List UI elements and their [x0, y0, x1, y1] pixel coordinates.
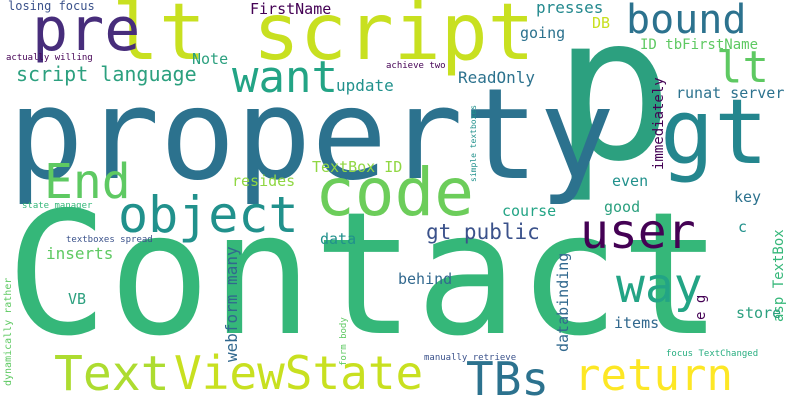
- word-losing-focus: losing focus: [8, 0, 95, 13]
- word-form-body: form body: [339, 317, 349, 366]
- word-object: object: [118, 186, 299, 244]
- word-code: code: [315, 154, 474, 231]
- word-want: want: [232, 52, 338, 103]
- word-course: course: [502, 202, 557, 220]
- word-lt: lt: [716, 42, 769, 93]
- word-text: Text: [54, 346, 170, 400]
- word-items: items: [614, 314, 660, 332]
- word-end: End: [44, 154, 131, 210]
- word-inserts: inserts: [46, 244, 114, 263]
- word-textboxes-spread: textboxes spread: [66, 235, 153, 245]
- word-c: c: [738, 218, 748, 236]
- word-runat-server: runat server: [676, 84, 785, 102]
- word-behind: behind: [398, 270, 453, 288]
- word-update: update: [336, 76, 394, 95]
- word-data: data: [320, 230, 357, 248]
- word-id-tbfirstname: ID tbFirstName: [640, 37, 759, 53]
- word-key: key: [734, 188, 762, 206]
- word-databinding: databinding: [554, 252, 572, 352]
- word-going: going: [520, 24, 566, 42]
- word-focus-textchanged: focus TextChanged: [666, 349, 759, 359]
- word-actually-willing: actually willing: [6, 53, 93, 63]
- word-viewstate: ViewState: [174, 346, 424, 400]
- word-script-language: script language: [16, 62, 197, 86]
- word-vb: VB: [68, 290, 87, 308]
- word-way: way: [616, 258, 703, 314]
- word-even: even: [612, 172, 649, 190]
- word-pre: pre: [32, 0, 141, 65]
- word-readonly: ReadOnly: [458, 68, 536, 87]
- word-user: user: [580, 204, 696, 260]
- word-lt-script: lt script: [112, 0, 535, 78]
- word-e-g: e g: [693, 294, 709, 320]
- word-manually-retrieve: manually retrieve: [424, 353, 517, 363]
- word-immediately: immediately: [651, 77, 667, 170]
- word-note: Note: [192, 50, 229, 68]
- word-bound: bound: [626, 0, 747, 43]
- word-achieve-two: achieve two: [386, 61, 446, 71]
- word-gt: gt: [660, 80, 769, 185]
- word-p: p: [553, 0, 674, 206]
- word-firstname: FirstName: [250, 0, 332, 18]
- word-simple-textboxes: simple textboxes: [469, 104, 478, 182]
- word-tbs: TBs: [466, 352, 550, 400]
- word-property: property: [8, 61, 615, 208]
- word-good: good: [604, 198, 641, 216]
- word-textbox-id: TextBox ID: [312, 158, 403, 176]
- word-gt-public: gt public: [426, 220, 540, 244]
- word-presses: presses: [536, 0, 604, 17]
- word-state-manager: state manager: [22, 201, 93, 211]
- word-return: return: [574, 350, 733, 400]
- word-webform-many: webform many: [222, 246, 241, 362]
- word-store: store: [736, 304, 782, 322]
- word-dynamically-rather: dynamically rather: [3, 277, 14, 386]
- word-contact: Contact: [6, 176, 723, 374]
- word-resides: resides: [232, 172, 296, 190]
- word-db: DB: [592, 14, 611, 32]
